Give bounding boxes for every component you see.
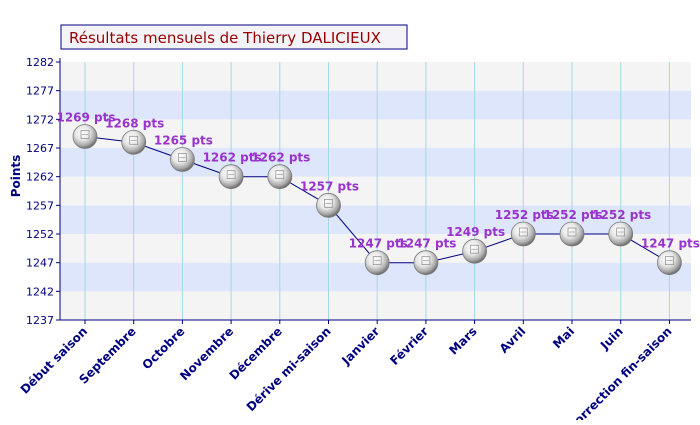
grid-band	[60, 119, 691, 148]
y-tick-label: 1252	[26, 228, 54, 241]
y-tick-label: 1237	[26, 314, 54, 327]
data-label: 1262 pts	[203, 151, 262, 165]
data-point	[657, 250, 682, 276]
data-point	[72, 124, 98, 149]
data-label: 1268 pts	[105, 116, 164, 130]
y-tick-label: 1257	[26, 199, 54, 212]
data-point	[559, 221, 585, 247]
data-label: 1252 pts	[592, 208, 651, 222]
y-axis-label: Points	[9, 155, 23, 198]
x-tick-label: Juin	[597, 324, 626, 353]
y-tick-labels: 1237 1242 1247 1252 1257 1262 1267 1272 1277 1282	[26, 56, 54, 327]
data-label: 1252 pts	[543, 208, 602, 222]
data-label: 1252 pts	[495, 208, 554, 222]
y-tick-label: 1247	[26, 257, 54, 270]
grid-band	[60, 62, 691, 91]
data-point	[413, 250, 439, 276]
title-box: Résultats mensuels de Thierry DALICIEUX	[60, 24, 408, 50]
x-tick-label: Octobre	[139, 324, 187, 372]
grid-band	[60, 205, 691, 234]
grid-band	[60, 176, 691, 206]
chart-title: Résultats mensuels de Thierry DALICIEUX	[69, 29, 381, 47]
background-bands	[60, 62, 691, 320]
data-point	[608, 221, 634, 247]
data-label: 1265 pts	[154, 133, 213, 147]
grid-band	[60, 291, 691, 320]
data-label: 1262 pts	[251, 151, 310, 165]
data-point	[316, 192, 341, 218]
data-point	[364, 250, 390, 276]
y-tick-label: 1272	[26, 113, 54, 126]
data-point	[169, 147, 195, 172]
data-point	[510, 221, 536, 247]
y-tick-label: 1277	[26, 85, 54, 98]
data-label: 1249 pts	[446, 225, 505, 239]
data-label: 1247 pts	[349, 237, 408, 251]
data-label: 1247 pts	[641, 237, 700, 251]
axes	[56, 58, 691, 324]
x-tick-label: Mars	[446, 324, 479, 357]
x-tick-label: Janvier	[338, 324, 382, 368]
y-tick-label: 1282	[26, 56, 54, 69]
y-tick-label: 1262	[26, 171, 54, 184]
data-point	[218, 164, 244, 190]
data-points	[72, 124, 682, 276]
data-label: 1257 pts	[300, 179, 359, 193]
x-tick-label: Dérive mi-saison	[244, 324, 334, 414]
vertical-gridlines	[84, 62, 670, 320]
x-tick-label: Avril	[497, 324, 529, 356]
x-tick-label: Début saison	[18, 324, 90, 396]
y-tick-label: 1242	[26, 285, 54, 298]
x-tick-label: Février	[387, 324, 431, 368]
grid-band	[60, 148, 691, 177]
data-point	[267, 164, 293, 190]
data-label: 1247 pts	[397, 237, 456, 251]
y-tick-label: 1267	[26, 142, 54, 155]
data-label: 1269 pts	[56, 111, 115, 125]
x-tick-label: Mai	[550, 324, 577, 351]
data-point	[121, 129, 147, 155]
grid-band	[60, 90, 691, 120]
data-point	[462, 238, 488, 264]
